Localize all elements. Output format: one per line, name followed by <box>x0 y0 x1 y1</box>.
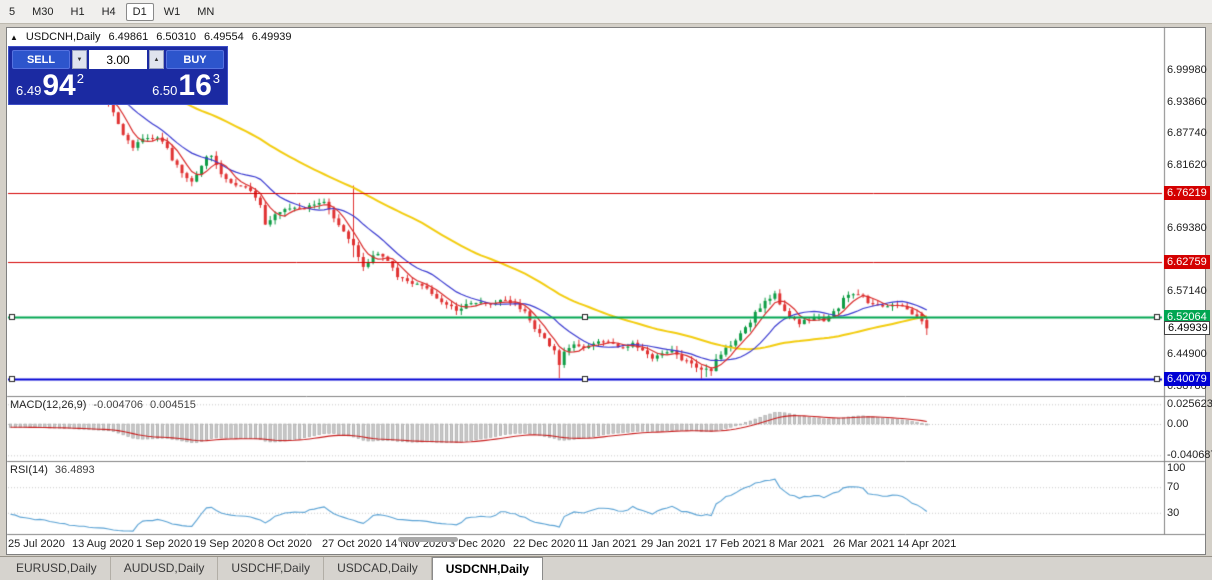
price-axis-tick: 6.93860 <box>1167 95 1207 108</box>
time-axis-label: 8 Oct 2020 <box>258 538 312 550</box>
price-axis-tick: 6.57140 <box>1167 285 1207 298</box>
time-axis-label: 8 Mar 2021 <box>769 538 825 550</box>
chart-tab-usdchf[interactable]: USDCHF,Daily <box>218 557 325 580</box>
volume-input[interactable]: 3.00 <box>89 50 147 69</box>
price-axis-tick: 6.81620 <box>1167 158 1207 171</box>
chart-tab-bar: EURUSD,Daily AUDUSD,Daily USDCHF,Daily USDC… <box>0 556 1212 580</box>
buy-price-display[interactable]: 6.50 16 3 <box>152 71 220 101</box>
ohlc-close: 6.49939 <box>251 31 292 43</box>
macd-axis-tick: -0.040687 <box>1167 449 1212 462</box>
chart-tab-usdcad[interactable]: USDCAD,Daily <box>324 557 432 580</box>
time-axis-label: 3 Dec 2020 <box>449 538 506 550</box>
ohlc-open: 6.49861 <box>108 31 149 43</box>
ohlc-header: ▲ USDCNH,Daily 6.49861 6.50310 6.49554 6… <box>10 31 292 43</box>
volume-decrease-button[interactable]: ▼ <box>72 50 87 69</box>
price-axis-tick: 6.99980 <box>1167 64 1207 76</box>
rsi-name: RSI(14) <box>10 464 48 476</box>
time-axis-label: 1 Sep 2020 <box>136 538 193 550</box>
current-price-badge: 6.49939 <box>1164 321 1210 336</box>
macd-value-main: -0.004706 <box>93 399 143 411</box>
time-axis-label: 19 Sep 2020 <box>194 538 257 550</box>
rsi-indicator-label: RSI(14) 36.4893 <box>10 464 95 476</box>
up-triangle-icon: ▲ <box>10 32 18 42</box>
one-click-trading-panel: SELL ▼ 3.00 ▲ BUY 6.49 94 2 6.50 16 3 <box>8 46 228 105</box>
buy-button[interactable]: BUY <box>166 50 224 69</box>
time-axis-label: 17 Feb 2021 <box>705 538 767 550</box>
volume-increase-button[interactable]: ▲ <box>149 50 164 69</box>
price-level-badge: 6.76219 <box>1164 185 1210 200</box>
timeframe-button-m30[interactable]: M30 <box>32 5 54 18</box>
h-scrollbar-thumb[interactable] <box>398 537 458 542</box>
time-axis-label: 26 Mar 2021 <box>833 538 895 550</box>
timeframe-button-w1[interactable]: W1 <box>163 5 181 18</box>
chart-tab-audusd[interactable]: AUDUSD,Daily <box>111 557 219 580</box>
macd-name: MACD(12,26,9) <box>10 399 87 411</box>
timeframe-toolbar: 5 M30 H1 H4 D1 W1 MN <box>0 0 1212 24</box>
symbol-period-label: USDCNH,Daily <box>25 31 101 43</box>
price-level-badge: 6.62759 <box>1164 255 1210 270</box>
rsi-axis-tick: 30 <box>1167 506 1180 519</box>
price-axis-tick: 6.69380 <box>1167 221 1207 234</box>
timeframe-button-5[interactable]: 5 <box>9 5 16 18</box>
time-axis-label: 27 Oct 2020 <box>322 538 382 550</box>
time-axis-label: 13 Aug 2020 <box>72 538 134 550</box>
sell-price-display[interactable]: 6.49 94 2 <box>16 71 84 101</box>
buy-price-pip: 3 <box>212 71 220 86</box>
macd-value-signal: 0.004515 <box>149 399 196 411</box>
macd-indicator-label: MACD(12,26,9) -0.004706 0.004515 <box>10 399 196 411</box>
macd-axis-tick: 0.025623 <box>1167 398 1212 411</box>
time-axis-label: 25 Jul 2020 <box>8 538 65 550</box>
sell-price-big: 94 <box>42 69 76 102</box>
time-axis-label: 14 Apr 2021 <box>897 538 957 550</box>
rsi-axis-tick: 100 <box>1167 462 1186 474</box>
time-axis-label: 22 Dec 2020 <box>513 538 576 550</box>
rsi-axis-tick: 70 <box>1167 481 1180 494</box>
price-axis-tick: 6.44900 <box>1167 348 1207 361</box>
price-level-badge: 6.52064 <box>1164 310 1210 325</box>
timeframe-button-d1[interactable]: D1 <box>125 2 154 21</box>
timeframe-button-mn[interactable]: MN <box>197 5 215 18</box>
ohlc-low: 6.49554 <box>204 31 244 43</box>
chart-tab-usdcnh[interactable]: USDCNH,Daily <box>431 557 544 580</box>
rsi-value: 36.4893 <box>54 464 95 476</box>
sell-button[interactable]: SELL <box>12 50 70 69</box>
macd-axis-tick: 0.00 <box>1167 418 1189 430</box>
buy-price-big: 16 <box>178 69 212 102</box>
price-axis-tick: 6.87740 <box>1167 127 1207 140</box>
buy-price-small: 6.50 <box>152 83 178 98</box>
ohlc-high: 6.50310 <box>156 31 197 43</box>
sell-price-small: 6.49 <box>16 83 42 98</box>
sell-price-pip: 2 <box>76 71 84 86</box>
time-axis-label: 29 Jan 2021 <box>641 538 702 550</box>
chart-tab-eurusd[interactable]: EURUSD,Daily <box>3 557 111 580</box>
time-axis-label: 11 Jan 2021 <box>577 538 637 550</box>
timeframe-button-h1[interactable]: H1 <box>70 5 85 18</box>
price-level-badge: 6.40079 <box>1164 372 1210 387</box>
timeframe-button-h4[interactable]: H4 <box>101 5 116 18</box>
